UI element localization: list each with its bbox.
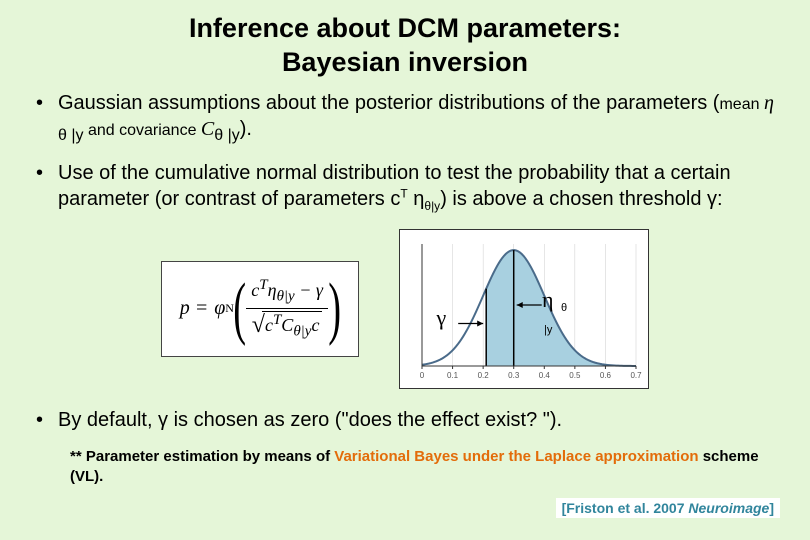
eta-label: η θ |y (542, 287, 565, 339)
gamma-label: γ (436, 305, 446, 331)
bullet-2-T: T (400, 187, 407, 201)
formula-box: p = φN ( cTηθ|y − γ cTCθ|yc ) (161, 261, 360, 357)
svg-text:0.6: 0.6 (600, 371, 612, 380)
num-eta: η (268, 280, 277, 300)
svg-text:0: 0 (420, 371, 425, 380)
paren-left: ( (233, 274, 246, 344)
title-line1: Inference about DCM parameters: (189, 13, 621, 43)
title-line2: Bayesian inversion (282, 47, 528, 77)
bullet-1-post: ). (240, 118, 252, 140)
figure-row: p = φN ( cTηθ|y − γ cTCθ|yc ) 00.10.20.3… (30, 229, 780, 389)
slide-title: Inference about DCM parameters: Bayesian… (30, 12, 780, 80)
bullet-2: Use of the cumulative normal distributio… (30, 160, 780, 215)
svg-text:0.1: 0.1 (447, 371, 459, 380)
formula-denominator: cTCθ|yc (246, 308, 329, 341)
citation-pre: [Friston et al. 2007 (562, 500, 689, 516)
den-C-sub: θ|y (293, 323, 311, 339)
bullet-1-C-sub: θ |y (214, 127, 240, 144)
num-minus: − γ (295, 280, 323, 300)
sqrt: cTCθ|yc (252, 311, 323, 341)
den-c2: c (311, 315, 319, 335)
citation: [Friston et al. 2007 Neuroimage] (556, 498, 780, 518)
footnote: ** Parameter estimation by means of Vari… (30, 447, 780, 488)
eta-sub2: |y (544, 324, 552, 336)
formula-numerator: cTηθ|y − γ (245, 277, 329, 308)
num-T: T (259, 277, 267, 293)
svg-text:0.4: 0.4 (539, 371, 551, 380)
radicand: cTCθ|yc (262, 311, 323, 341)
bullet-1-eta-sub: θ |y (58, 127, 84, 144)
bullet-1-eta: η (764, 92, 774, 114)
formula-fraction: cTηθ|y − γ cTCθ|yc (245, 277, 329, 340)
eta-sub1: θ (561, 302, 567, 314)
svg-text:0.7: 0.7 (631, 371, 643, 380)
footnote-orange: Variational Bayes under the Laplace appr… (334, 448, 698, 465)
bullet-3: By default, γ is chosen as zero ("does t… (30, 407, 780, 433)
eta-symbol: η (542, 287, 554, 312)
bullet-2-post: ) is above a chosen threshold γ: (440, 188, 722, 210)
den-c1: c (265, 315, 273, 335)
svg-text:0.3: 0.3 (508, 371, 520, 380)
bullet-1-text: Gaussian assumptions about the posterior… (58, 92, 719, 114)
bullet-1-C: C (201, 118, 214, 140)
bullet-1-mean: mean (719, 96, 763, 113)
citation-post: ] (769, 500, 774, 516)
num-eta-sub: θ|y (277, 289, 295, 305)
bullet-2-mid: η (408, 188, 425, 210)
den-C: C (281, 315, 293, 335)
svg-text:0.5: 0.5 (570, 371, 582, 380)
footnote-pre: ** Parameter estimation by means of (70, 448, 334, 465)
formula-lhs: p = (180, 297, 209, 320)
bullet-2-eta-sub: θ|y (424, 199, 440, 213)
svg-text:0.2: 0.2 (478, 371, 490, 380)
formula-phi: φ (214, 297, 225, 320)
bullet-1: Gaussian assumptions about the posterior… (30, 90, 780, 147)
paren-right: ) (328, 274, 341, 344)
citation-journal: Neuroimage (688, 500, 769, 516)
bullet-1-and: and covariance (84, 122, 201, 139)
chart-box: 0 0.1 0.2 0.3 0.4 0.5 0.6 0.7 γ η θ |y (399, 229, 649, 389)
